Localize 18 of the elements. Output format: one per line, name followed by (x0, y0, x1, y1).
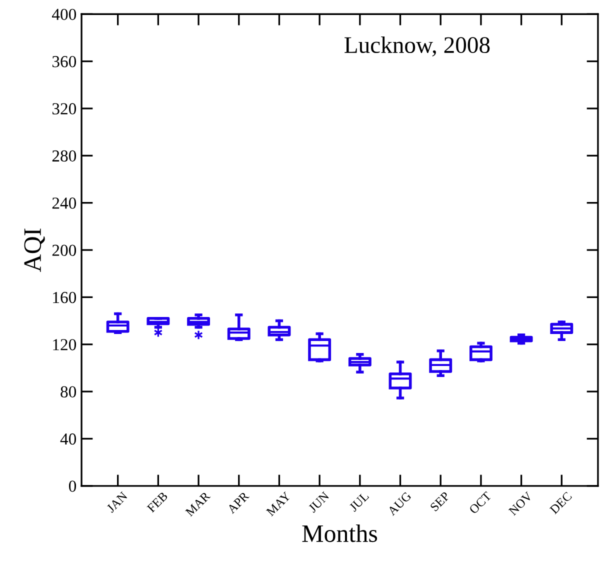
y-tick-label: 0 (68, 480, 76, 492)
x-tick-label: SEP (430, 491, 450, 512)
y-tick-label: 360 (52, 56, 76, 68)
y-tick-label: 40 (60, 433, 76, 445)
y-tick-label: 200 (52, 244, 76, 256)
y-tick-label: 240 (52, 198, 76, 209)
text: Lucknow, 2008 (344, 36, 490, 56)
y-tick-label: 120 (53, 339, 76, 350)
x-tick-label: APR (226, 491, 250, 514)
y-tick-label: 400 (52, 8, 76, 20)
x-tick-label: JUL (348, 492, 370, 512)
x-axis-title: Months (302, 524, 378, 542)
y-axis-title: AQI (24, 228, 45, 272)
y-tick-label: 280 (52, 150, 76, 162)
x-tick-label: FEB (146, 492, 168, 513)
y-tick-label: 320 (52, 103, 76, 114)
y-tick-label: 80 (60, 386, 76, 398)
y-tick-label: 160 (53, 292, 76, 304)
